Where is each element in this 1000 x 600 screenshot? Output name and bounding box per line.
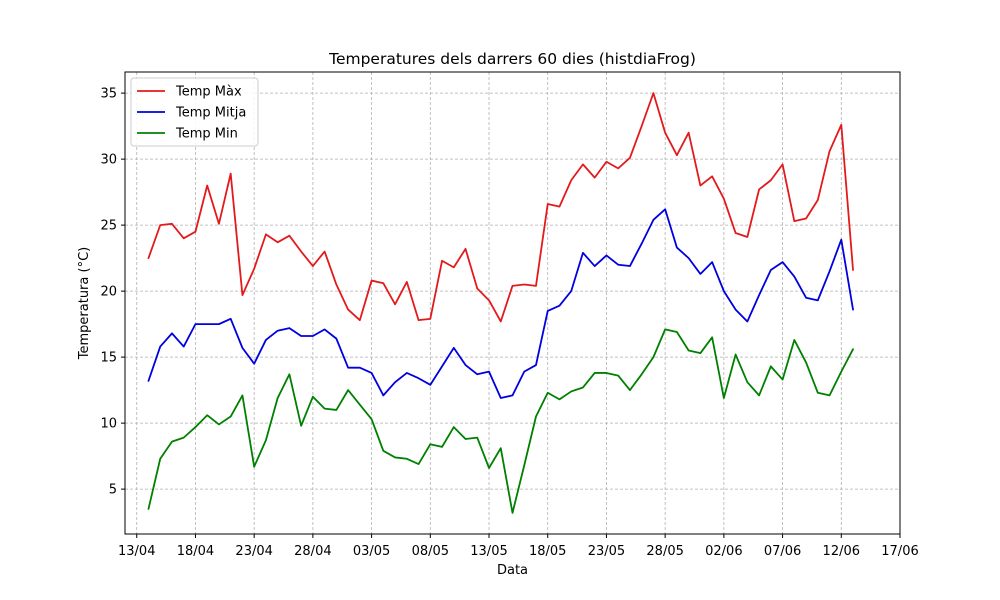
y-tick-label: 35 (100, 87, 117, 102)
legend-label-temp-max: Temp Màx (175, 85, 242, 100)
legend: Temp Màx Temp Mitja Temp Min (130, 77, 259, 147)
x-tick-label: 07/06 (764, 544, 801, 559)
series-line-temp-min (147, 328, 854, 514)
x-tick-label: 28/04 (294, 544, 331, 559)
y-tick-label: 25 (100, 219, 117, 234)
legend-box (130, 77, 259, 147)
x-tick-label: 08/05 (412, 544, 449, 559)
x-tick-label: 18/05 (529, 544, 566, 559)
chart-title: Temperatures dels darrers 60 dies (histd… (328, 50, 696, 68)
plot-frame (124, 71, 901, 535)
x-tick-label: 03/05 (353, 544, 390, 559)
y-tick-label: 20 (100, 285, 117, 300)
x-tick-label: 23/04 (235, 544, 272, 559)
series-line-temp-max (147, 92, 854, 323)
x-tick-label: 17/06 (881, 544, 918, 559)
x-tick-label: 13/05 (470, 544, 507, 559)
legend-label-temp-min: Temp Min (175, 127, 238, 142)
y-tick-label: 15 (100, 351, 117, 366)
axis-ticks: 13/04 18/04 23/04 28/04 03/05 08/05 13/05 18/05… (100, 87, 918, 559)
y-tick-label: 5 (109, 483, 117, 498)
x-tick-label: 02/06 (705, 544, 742, 559)
legend-label-temp-mitja: Temp Mitja (175, 106, 246, 121)
x-tick-label: 23/05 (588, 544, 625, 559)
x-tick-label: 28/05 (646, 544, 683, 559)
y-axis-label: Temperatura (°C) (77, 247, 92, 360)
x-tick-label: 18/04 (177, 544, 214, 559)
y-tick-label: 10 (100, 417, 117, 432)
x-tick-label: 13/04 (118, 544, 155, 559)
x-axis-label: Data (497, 563, 528, 578)
x-tick-label: 12/06 (823, 544, 860, 559)
series-lines (147, 92, 854, 514)
series-line-temp-mitja (147, 208, 854, 399)
y-tick-label: 30 (100, 153, 117, 168)
